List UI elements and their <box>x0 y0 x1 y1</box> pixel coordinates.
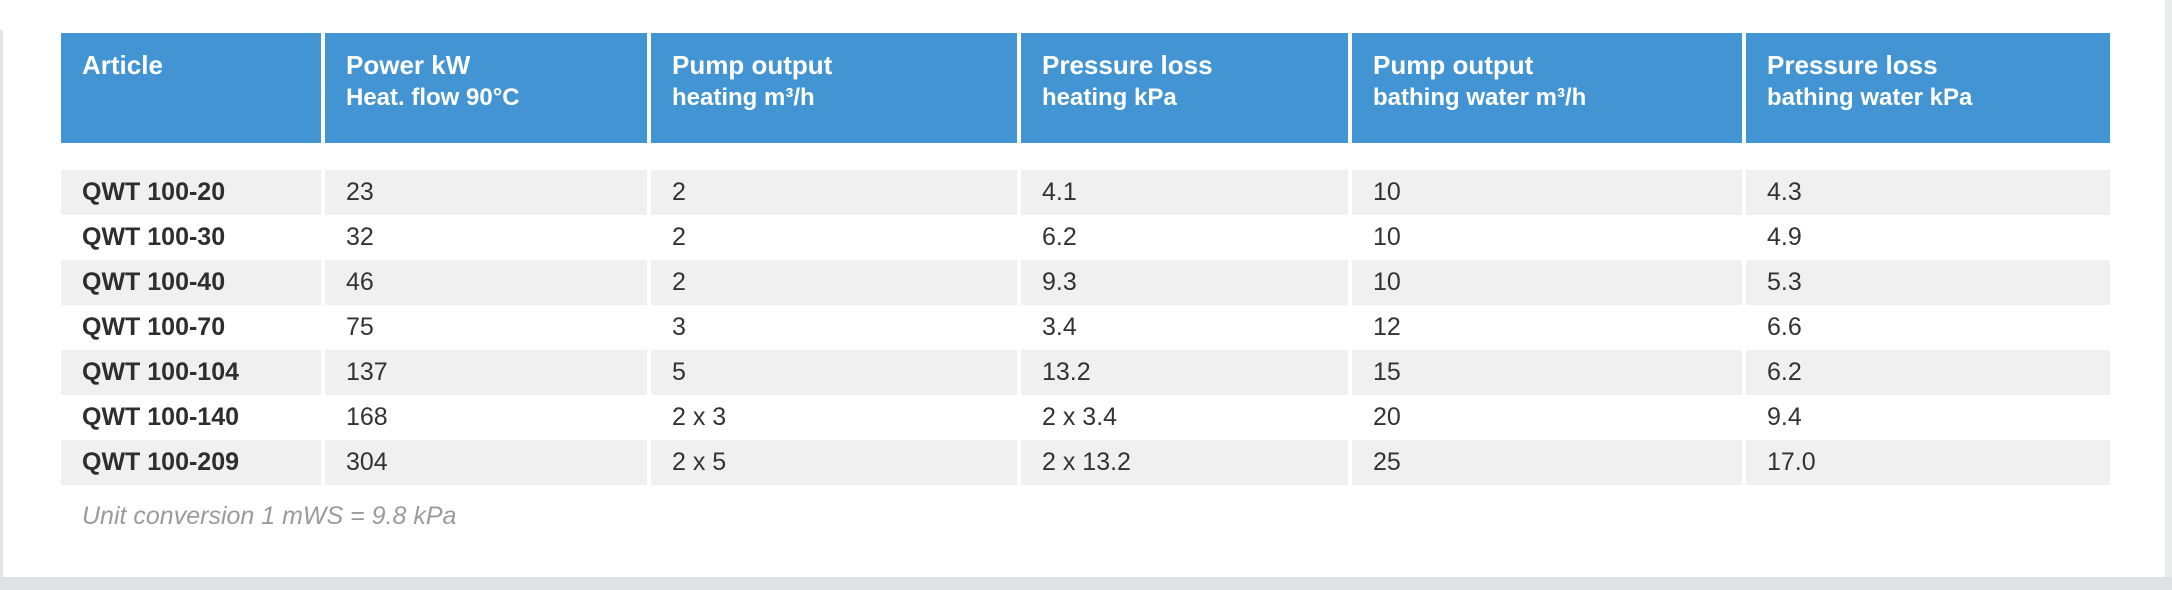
table-cell-power_kw: 32 <box>325 215 647 260</box>
table-cell-pressure_loss_bathing: 6.6 <box>1746 305 2110 350</box>
table-cell-article: QWT 100-70 <box>61 305 321 350</box>
table-row: QWT 100-40 46 2 9.3 10 5.3 <box>61 260 2110 305</box>
column-header-line2: Heat. flow 90°C <box>346 84 520 111</box>
table-cell-pressure_loss_heating: 3.4 <box>1021 305 1348 350</box>
column-header-line2: bathing water m³/h <box>1373 84 1587 111</box>
table-cell-power_kw: 75 <box>325 305 647 350</box>
table-cell-pressure_loss_bathing: 9.4 <box>1746 395 2110 440</box>
table-cell-pump_output_bathing: 10 <box>1352 215 1742 260</box>
table-cell-article: QWT 100-30 <box>61 215 321 260</box>
table-cell-power_kw: 137 <box>325 350 647 395</box>
table-cell-pump_output_heating: 2 x 3 <box>651 395 1017 440</box>
table-cell-power_kw: 46 <box>325 260 647 305</box>
table-cell-pump_output_bathing: 20 <box>1352 395 1742 440</box>
table-cell-pump_output_bathing: 12 <box>1352 305 1742 350</box>
table-cell-pump_output_bathing: 10 <box>1352 170 1742 215</box>
table-cell-pressure_loss_bathing: 4.9 <box>1746 215 2110 260</box>
page-edge-bottom <box>0 577 2172 590</box>
table-cell-pump_output_heating: 2 <box>651 260 1017 305</box>
column-header-line1: Pressure loss <box>1042 50 1213 80</box>
unit-conversion-footnote: Unit conversion 1 mWS = 9.8 kPa <box>82 502 457 530</box>
table-cell-pump_output_heating: 2 <box>651 215 1017 260</box>
column-header-5: Pressure loss bathing water kPa <box>1746 33 2110 143</box>
table-row: QWT 100-30 32 2 6.2 10 4.9 <box>61 215 2110 260</box>
table-cell-pressure_loss_heating: 4.1 <box>1021 170 1348 215</box>
table-cell-power_kw: 23 <box>325 170 647 215</box>
column-header-1: Power kW Heat. flow 90°C <box>325 33 647 143</box>
table-cell-pump_output_bathing: 25 <box>1352 440 1742 485</box>
table-row: QWT 100-20 23 2 4.1 10 4.3 <box>61 170 2110 215</box>
table-cell-pressure_loss_bathing: 17.0 <box>1746 440 2110 485</box>
column-header-line1: Pump output <box>672 50 833 80</box>
column-header-line1: Pump output <box>1373 50 1534 80</box>
table-cell-power_kw: 168 <box>325 395 647 440</box>
spec-table: Article Power kW Heat. flow 90°C Pump outpu… <box>61 33 2110 531</box>
table-cell-pressure_loss_heating: 2 x 13.2 <box>1021 440 1348 485</box>
page-edge-left <box>0 30 3 590</box>
table-cell-power_kw: 304 <box>325 440 647 485</box>
column-header-line1: Article <box>82 50 163 80</box>
table-cell-article: QWT 100-20 <box>61 170 321 215</box>
table-cell-pressure_loss_bathing: 6.2 <box>1746 350 2110 395</box>
column-header-line1: Power kW <box>346 50 471 80</box>
table-cell-pressure_loss_heating: 6.2 <box>1021 215 1348 260</box>
table-cell-article: QWT 100-40 <box>61 260 321 305</box>
table-cell-article: QWT 100-209 <box>61 440 321 485</box>
page-edge-right <box>2165 0 2172 590</box>
table-cell-pump_output_heating: 3 <box>651 305 1017 350</box>
table-body: QWT 100-20 23 2 4.1 10 4.3 QWT 100-30 32 2 6.2 10 4… <box>61 170 2110 485</box>
table-cell-pump_output_bathing: 10 <box>1352 260 1742 305</box>
column-header-4: Pump output bathing water m³/h <box>1352 33 1742 143</box>
table-header-row: Article Power kW Heat. flow 90°C Pump outpu… <box>61 33 2110 143</box>
column-header-line1: Pressure loss <box>1767 50 1938 80</box>
table-cell-pump_output_heating: 2 x 5 <box>651 440 1017 485</box>
column-header-3: Pressure loss heating kPa <box>1021 33 1348 143</box>
table-cell-pressure_loss_bathing: 5.3 <box>1746 260 2110 305</box>
table-row: QWT 100-70 75 3 3.4 12 6.6 <box>61 305 2110 350</box>
table-cell-pump_output_heating: 5 <box>651 350 1017 395</box>
table-cell-pump_output_heating: 2 <box>651 170 1017 215</box>
table-cell-pressure_loss_heating: 9.3 <box>1021 260 1348 305</box>
table-cell-pump_output_bathing: 15 <box>1352 350 1742 395</box>
table-row: QWT 100-104 137 5 13.2 15 6.2 <box>61 350 2110 395</box>
column-header-line2: bathing water kPa <box>1767 84 1973 111</box>
column-header-0: Article <box>61 33 321 143</box>
column-header-line2: heating m³/h <box>672 84 815 111</box>
column-header-line2: heating kPa <box>1042 84 1177 111</box>
table-cell-pressure_loss_heating: 13.2 <box>1021 350 1348 395</box>
table-cell-pressure_loss_heating: 2 x 3.4 <box>1021 395 1348 440</box>
table-cell-pressure_loss_bathing: 4.3 <box>1746 170 2110 215</box>
column-header-2: Pump output heating m³/h <box>651 33 1017 143</box>
table-cell-article: QWT 100-104 <box>61 350 321 395</box>
table-cell-article: QWT 100-140 <box>61 395 321 440</box>
